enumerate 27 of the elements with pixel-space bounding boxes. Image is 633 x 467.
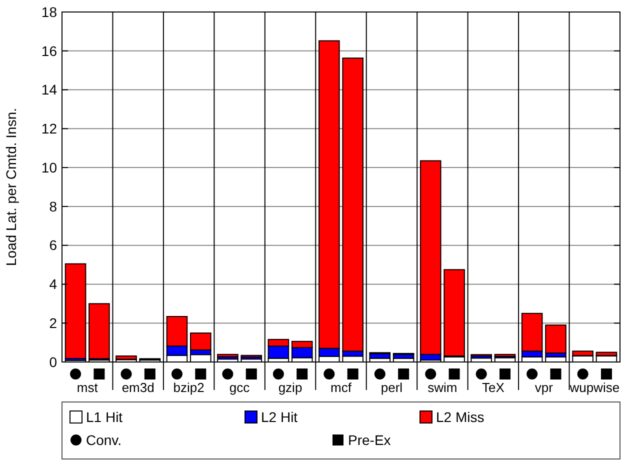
- y-tick-label: 2: [49, 315, 58, 332]
- x-tick-label: gcc: [229, 380, 250, 395]
- legend-label: L2 Hit: [261, 409, 298, 425]
- legend-label: L1 Hit: [86, 409, 123, 425]
- legend-label: L2 Miss: [436, 409, 484, 425]
- y-tick-label: 10: [41, 159, 58, 176]
- x-tick-label: vpr: [534, 380, 554, 395]
- y-tick-label: 12: [41, 120, 58, 137]
- x-tick-label: em3d: [122, 380, 154, 395]
- x-tick-label: swim: [428, 380, 458, 395]
- x-tick-label: bzip2: [173, 380, 204, 395]
- y-tick-label: 8: [49, 198, 58, 214]
- text: Pre-Ex: [348, 432, 391, 448]
- y-tick-label: 0: [49, 354, 58, 370]
- x-tick-label: mcf: [330, 380, 352, 395]
- y-tick-label: 6: [49, 237, 58, 254]
- x-tick-label: mst: [76, 380, 98, 395]
- y-tick-label: 14: [41, 82, 58, 98]
- y-axis-title: Load Lat. per Cmtd. Insn.: [3, 108, 19, 266]
- x-tick-label: perl: [380, 380, 403, 395]
- x-tick-label: wupwise: [568, 380, 620, 395]
- text: Conv.: [86, 432, 122, 448]
- x-tick-label: TeX: [482, 380, 505, 395]
- y-tick-label: 16: [41, 42, 58, 59]
- y-tick-label: 4: [49, 276, 58, 292]
- y-tick-label: 18: [41, 4, 58, 20]
- x-tick-label: gzip: [278, 380, 302, 395]
